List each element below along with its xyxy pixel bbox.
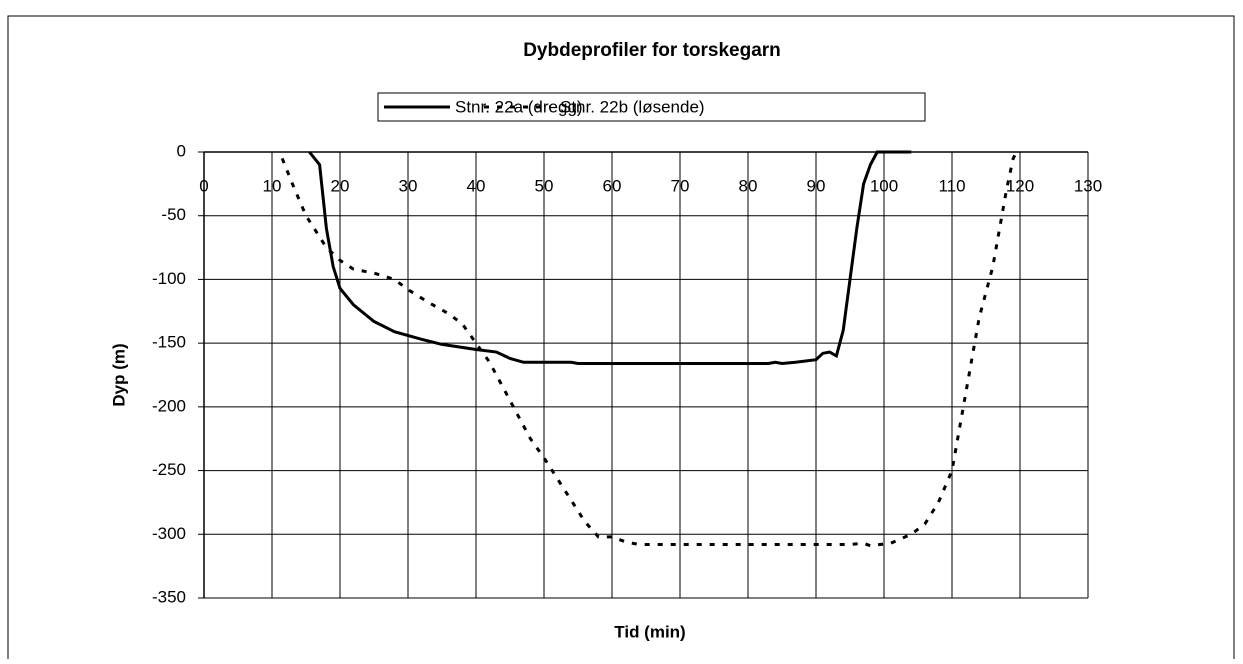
y-tick-label: -250 (152, 460, 186, 479)
x-tick-label: 130 (1074, 176, 1102, 195)
legend-label: Stnr. 22b (løsende) (560, 97, 705, 116)
y-tick-label: 0 (177, 141, 186, 160)
legend-label: Stnr. 22a (dregg) (455, 97, 583, 116)
x-tick-label: 10 (263, 176, 282, 195)
x-tick-label: 110 (938, 176, 965, 195)
chart-frame (7, 15, 1235, 664)
chart-title: Dybdeprofiler for torskegarn (523, 40, 781, 61)
y-tick-label: -150 (152, 333, 186, 352)
x-tick-label: 80 (739, 176, 758, 195)
x-tick-label: 30 (399, 176, 418, 195)
legend-box (377, 92, 926, 122)
x-axis-label: Tid (min) (614, 622, 685, 641)
y-tick-label: -200 (152, 396, 186, 415)
x-tick-label: 90 (807, 176, 826, 195)
x-tick-label: 70 (671, 176, 690, 195)
x-tick-label: 50 (535, 176, 554, 195)
y-axis-label: Dyp (m) (109, 343, 128, 406)
x-tick-label: 100 (870, 176, 898, 195)
y-tick-label: -300 (152, 524, 186, 543)
x-tick-label: 120 (1006, 176, 1034, 195)
x-tick-label: 40 (467, 176, 486, 195)
y-tick-label: -50 (161, 205, 186, 224)
series-line (280, 151, 1018, 548)
y-tick-label: -350 (152, 587, 186, 606)
x-tick-label: 60 (603, 176, 622, 195)
series-line (308, 150, 912, 366)
y-tick-label: -100 (152, 269, 186, 288)
x-tick-label: 20 (331, 176, 350, 195)
